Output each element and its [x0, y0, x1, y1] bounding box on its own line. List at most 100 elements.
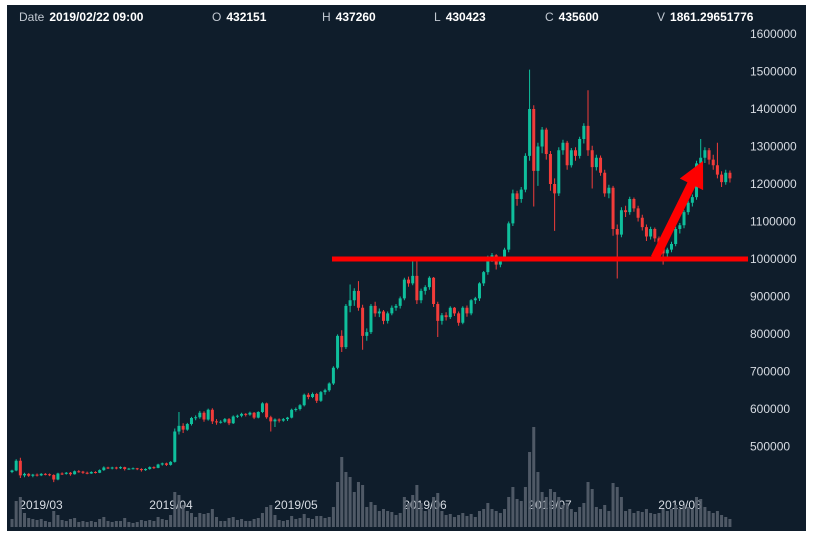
- volume-bar: [619, 497, 623, 527]
- y-axis-tick-label: 600000: [750, 402, 790, 416]
- candle-body: [231, 416, 235, 424]
- candle-body: [106, 467, 110, 469]
- candle-body: [68, 472, 72, 475]
- candle-body: [340, 335, 344, 348]
- candle-body: [144, 469, 148, 471]
- candle-body: [215, 421, 219, 423]
- x-axis-month-label: 2019/06: [403, 498, 447, 512]
- candle-body: [185, 424, 189, 430]
- volume-bar: [381, 509, 385, 527]
- candle-body: [669, 244, 673, 250]
- volume-bar: [519, 501, 523, 527]
- volume-bar: [227, 518, 231, 527]
- candle-body: [665, 249, 669, 254]
- candle-body: [73, 471, 77, 475]
- volume-bar: [440, 511, 444, 527]
- volume-bar: [536, 472, 540, 527]
- close-label: C: [545, 10, 554, 24]
- candle-body: [356, 290, 360, 308]
- candle-body: [603, 172, 607, 194]
- volume-bar: [323, 518, 327, 527]
- volume-bar: [528, 452, 532, 527]
- candle-body: [699, 157, 703, 164]
- volume-bar: [611, 483, 615, 527]
- candle-body: [503, 249, 507, 259]
- volume-bar: [628, 509, 632, 527]
- volume-bar: [206, 513, 210, 527]
- candle-body: [528, 109, 532, 156]
- volume-bar: [231, 517, 235, 527]
- candle-body: [498, 259, 502, 265]
- volume-bar: [77, 522, 81, 527]
- x-axis-month-label: 2019/03: [19, 498, 63, 512]
- candle-body: [160, 463, 164, 465]
- candle-body: [432, 277, 436, 304]
- candle-body: [123, 467, 127, 469]
- volume-bar: [306, 518, 310, 527]
- candle-body: [611, 187, 615, 229]
- candle-body: [523, 155, 527, 190]
- candle-body: [644, 227, 648, 237]
- x-axis-month-label: 2019/08: [658, 498, 702, 512]
- volume-bar: [523, 487, 527, 527]
- volume-bar: [114, 521, 118, 527]
- candle-body: [31, 474, 35, 476]
- candle-body: [515, 193, 519, 199]
- volume-bar: [298, 518, 302, 527]
- candle-body: [285, 417, 289, 420]
- candle-body: [39, 473, 43, 476]
- candle-body: [273, 419, 277, 422]
- candle-body: [569, 150, 573, 166]
- candle-body: [682, 212, 686, 226]
- volume-bar: [448, 514, 452, 527]
- volume-bar: [340, 457, 344, 527]
- legend-date: Date 2019/02/22 09:00: [19, 5, 143, 29]
- candle-body: [703, 150, 707, 158]
- volume-bar: [194, 517, 198, 527]
- volume-bar: [665, 511, 669, 527]
- candle-body: [557, 150, 561, 194]
- legend-close: C 435600: [545, 5, 599, 29]
- volume-bar: [302, 514, 306, 527]
- y-axis-tick-label: 900000: [750, 290, 790, 304]
- volume-bar: [177, 495, 181, 527]
- volume-bar: [678, 509, 682, 527]
- candle-body: [540, 129, 544, 147]
- candle-body: [298, 405, 302, 409]
- trend-arrow[interactable]: [643, 155, 714, 264]
- y-axis-tick-label: 1000000: [750, 252, 797, 266]
- volume-bar: [615, 487, 619, 527]
- volume-bar: [436, 493, 440, 527]
- candle-body: [189, 418, 193, 424]
- volume-bar: [444, 515, 448, 527]
- low-value: 430423: [445, 10, 486, 24]
- volume-bar: [319, 516, 323, 527]
- candle-body: [348, 300, 352, 306]
- open-label: O: [212, 10, 222, 24]
- candle-body: [690, 197, 694, 203]
- candle-body: [607, 187, 611, 194]
- volume-bar: [173, 492, 177, 527]
- volume-bar: [632, 513, 636, 527]
- candle-body: [135, 468, 139, 470]
- volume-bar: [219, 521, 223, 527]
- volume-bar: [711, 513, 715, 527]
- candle-body: [48, 474, 52, 476]
- volume-label: V: [657, 10, 666, 24]
- volume-bar: [419, 503, 423, 527]
- volume-bar: [164, 520, 168, 527]
- candle-body: [194, 417, 198, 419]
- candle-body: [490, 255, 494, 258]
- volume-bar: [465, 516, 469, 527]
- volume-bar: [649, 513, 653, 527]
- candle-body: [323, 390, 327, 393]
- support-line-1000000[interactable]: [332, 256, 748, 262]
- candles-layer: [10, 69, 732, 483]
- candle-body: [436, 304, 440, 321]
- volume-bar: [277, 520, 281, 527]
- candle-body: [336, 335, 340, 368]
- candle-body: [390, 307, 394, 314]
- volume-bar: [477, 511, 481, 527]
